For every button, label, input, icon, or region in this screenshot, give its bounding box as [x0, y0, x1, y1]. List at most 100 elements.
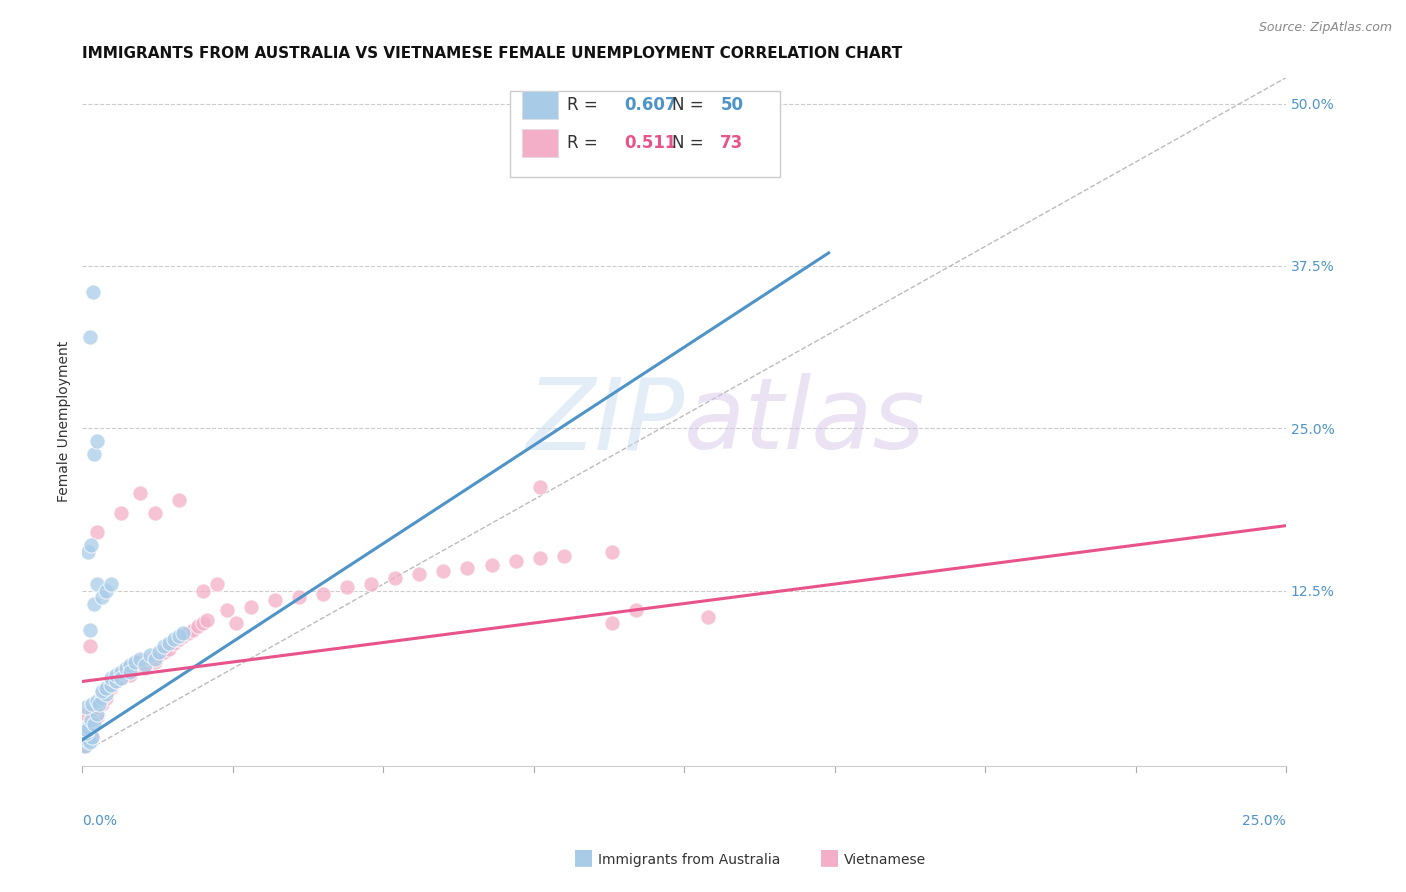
Point [529, 480, 551, 494]
Point [110, 671, 132, 685]
Point [79, 623, 101, 637]
Point [90, 688, 112, 702]
Point [77, 544, 100, 558]
Text: R =: R = [568, 134, 603, 152]
Point [82, 285, 104, 299]
Text: 0.607: 0.607 [624, 96, 676, 114]
Point [114, 661, 136, 675]
Text: ZIP: ZIP [526, 373, 685, 470]
Point [80, 731, 103, 745]
Point [75, 726, 97, 740]
Point [129, 486, 152, 500]
Text: N =: N = [672, 96, 709, 114]
Point [697, 609, 720, 624]
Point [134, 661, 156, 675]
Point [360, 577, 382, 591]
Point [600, 544, 623, 558]
Point [86, 709, 108, 723]
Point [73, 739, 96, 754]
Point [120, 668, 142, 682]
Point [134, 657, 156, 672]
Point [215, 603, 238, 617]
Point [167, 632, 190, 646]
Text: Source: ZipAtlas.com: Source: ZipAtlas.com [1258, 21, 1392, 34]
Point [86, 700, 108, 714]
Point [86, 706, 108, 721]
Point [76, 720, 98, 734]
Point [336, 580, 359, 594]
Point [456, 561, 478, 575]
Point [86, 525, 108, 540]
Point [110, 665, 132, 680]
Point [80, 731, 103, 745]
Point [129, 655, 152, 669]
Point [384, 571, 406, 585]
Point [138, 648, 160, 663]
Point [172, 629, 194, 643]
Point [83, 447, 105, 461]
Text: 73: 73 [720, 134, 744, 152]
Point [96, 583, 118, 598]
Point [177, 626, 200, 640]
Point [76, 723, 98, 737]
Text: Immigrants from Australia: Immigrants from Australia [598, 853, 780, 867]
Point [432, 564, 454, 578]
Point [553, 549, 575, 563]
Text: atlas: atlas [685, 373, 925, 470]
Point [105, 674, 128, 689]
Point [80, 697, 103, 711]
Text: Vietnamese: Vietnamese [844, 853, 925, 867]
Point [79, 330, 101, 344]
Point [120, 665, 142, 680]
Point [105, 671, 128, 685]
Point [76, 735, 98, 749]
Text: 50: 50 [720, 96, 744, 114]
Point [153, 644, 176, 658]
Point [505, 554, 527, 568]
Point [181, 623, 204, 637]
Point [239, 600, 262, 615]
Point [90, 691, 112, 706]
Point [148, 644, 170, 658]
Point [77, 720, 100, 734]
Point [163, 632, 186, 646]
Point [100, 678, 122, 692]
Point [110, 668, 132, 682]
Point [79, 640, 101, 654]
Text: IMMIGRANTS FROM AUSTRALIA VS VIETNAMESE FEMALE UNEMPLOYMENT CORRELATION CHART: IMMIGRANTS FROM AUSTRALIA VS VIETNAMESE … [83, 46, 903, 62]
Point [167, 492, 190, 507]
Point [100, 681, 122, 695]
Point [120, 657, 142, 672]
Point [77, 723, 100, 737]
Y-axis label: Female Unemployment: Female Unemployment [58, 341, 72, 502]
Point [143, 506, 166, 520]
Point [288, 590, 311, 604]
Point [120, 661, 142, 675]
Point [100, 671, 122, 685]
Point [79, 732, 101, 747]
Point [167, 629, 190, 643]
Point [90, 697, 112, 711]
Point [79, 735, 101, 749]
Point [80, 717, 103, 731]
Point [89, 694, 111, 708]
Point [76, 732, 98, 747]
Text: 0.0%: 0.0% [83, 814, 117, 828]
Point [105, 668, 128, 682]
Point [157, 635, 180, 649]
Point [205, 577, 228, 591]
Point [83, 597, 105, 611]
Point [264, 592, 287, 607]
Point [114, 665, 136, 680]
Point [138, 652, 160, 666]
Point [96, 691, 118, 706]
Point [96, 683, 118, 698]
Text: 0.511: 0.511 [624, 134, 676, 152]
Point [148, 648, 170, 663]
FancyBboxPatch shape [522, 91, 558, 119]
Point [80, 714, 103, 728]
Point [86, 434, 108, 449]
Point [624, 603, 647, 617]
Point [89, 697, 111, 711]
Point [86, 577, 108, 591]
